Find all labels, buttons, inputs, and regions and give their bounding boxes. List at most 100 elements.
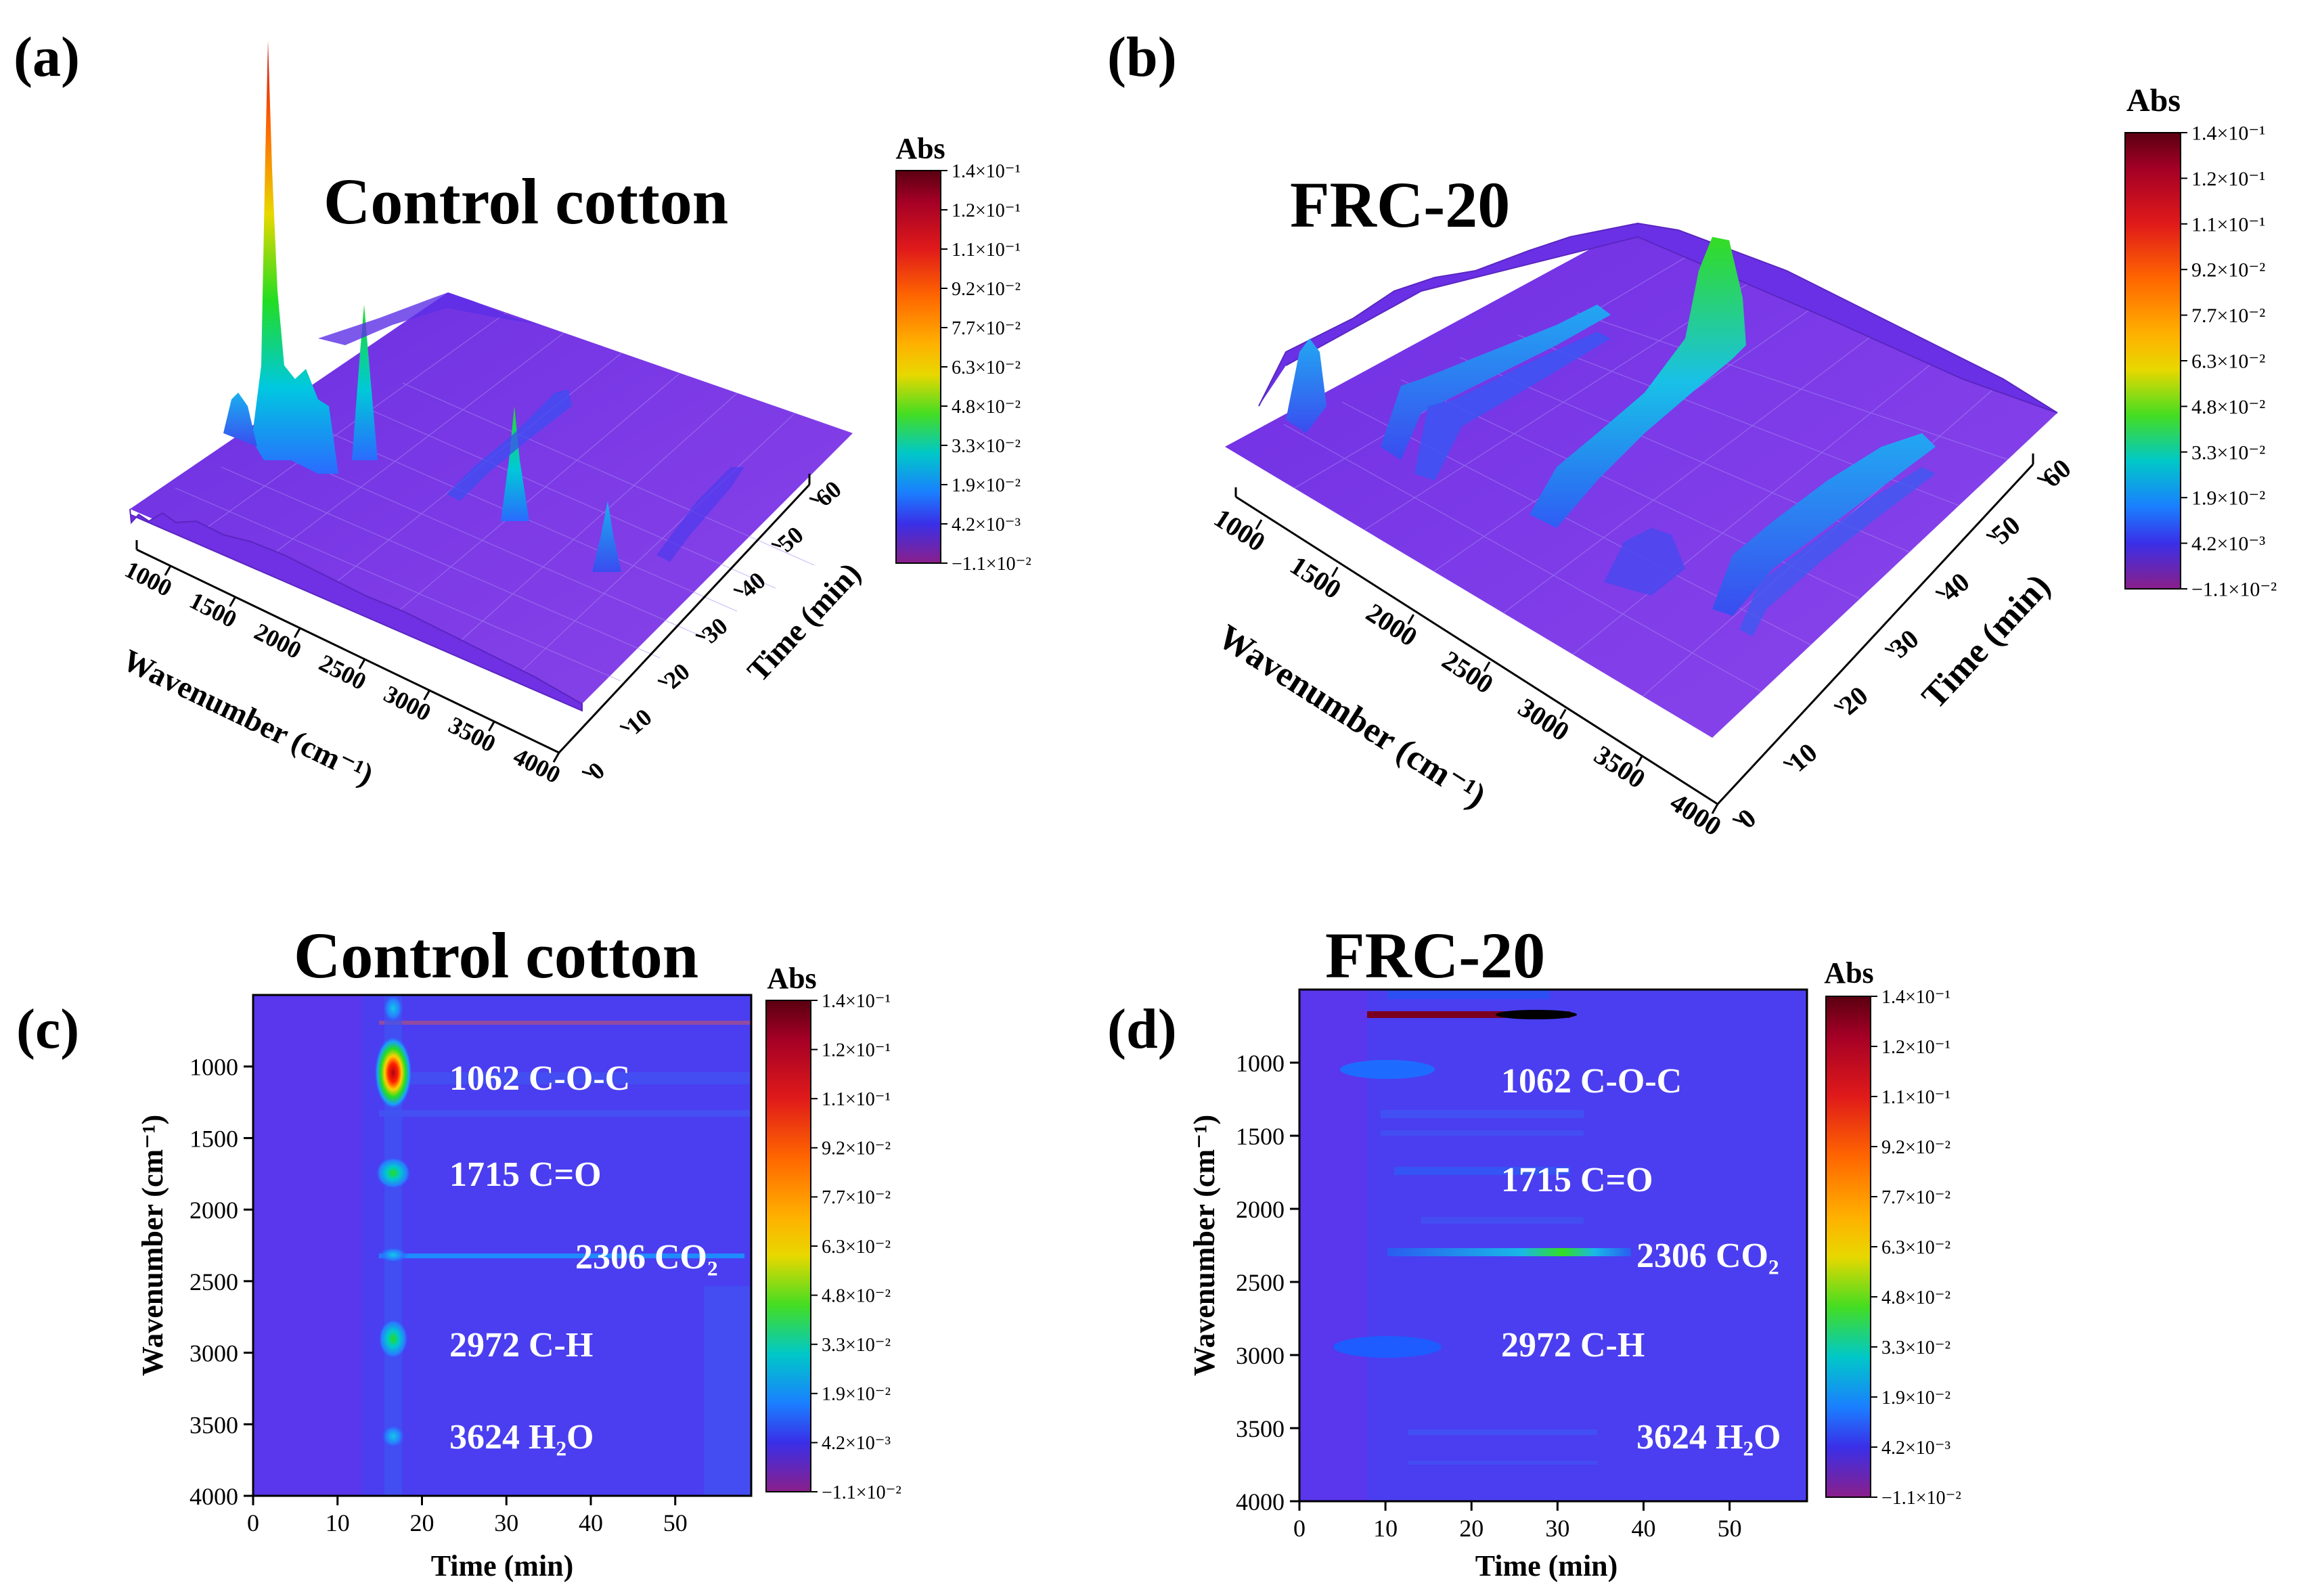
axis-b-time — [1716, 463, 2034, 805]
colorbar-tick-label: 9.2×10⁻² — [822, 1138, 891, 1159]
b-wavenumber-tick — [1711, 803, 1719, 814]
a-time-tick-label: 50 — [772, 521, 808, 558]
colorbar-tick-label: 1.9×10⁻² — [952, 475, 1021, 496]
heatmap-c-band-670 — [379, 1021, 751, 1025]
panel-title-d: FRC-20 — [1325, 919, 1545, 992]
b-wavenumber-tick-label: 1500 — [1285, 550, 1347, 604]
peak-a-ridge-3000 — [656, 467, 744, 562]
panel-title-c: Control cotton — [294, 919, 698, 992]
b-wavenumber-tick-label: 3000 — [1513, 692, 1575, 747]
a-time-tick — [771, 542, 782, 548]
ridge-b-3624b — [1739, 467, 1936, 636]
heatmap-d-band-1400 — [1381, 1110, 1584, 1118]
d-y-tick-label: 1500 — [1236, 1123, 1285, 1150]
ridge-b-1715b — [1414, 332, 1611, 481]
colorbar-tick-label: 7.7×10⁻² — [2191, 305, 2265, 327]
c-y-tick-label: 3000 — [189, 1340, 238, 1367]
a-time-tick — [581, 770, 592, 776]
c-y-tick-label: 2500 — [189, 1268, 238, 1295]
colorbar-tick-label: 1.2×10⁻¹ — [1881, 1037, 1950, 1058]
heatmap-c-bg-left — [253, 995, 361, 1496]
colorbar-a: Abs 1.4×10⁻¹ 1.2×10⁻¹ 1.1×10⁻¹ 9.2×10⁻² 7.7×1… — [895, 132, 1031, 575]
colorbar-tick-label: 9.2×10⁻² — [2191, 259, 2265, 282]
peak-a-back-edge — [318, 292, 541, 345]
b-time-tick-label: 60 — [2036, 453, 2077, 493]
c-annotation: 2972 C-H — [449, 1326, 593, 1365]
heatmap-c-frame — [252, 994, 753, 1497]
b-wavenumber-tick-label: 4000 — [1665, 786, 1727, 841]
heatmap-d-spot-670 — [1496, 1010, 1577, 1019]
d-x-tick-label: 20 — [1459, 1515, 1484, 1542]
a-wavenumber-tick — [488, 721, 495, 732]
b-wavenumber-tick — [1559, 709, 1567, 719]
heatmap-d-spot-2972 — [1333, 1336, 1442, 1358]
colorbar-tick-label: 1.9×10⁻² — [822, 1384, 891, 1405]
b-wavenumber-tick — [1255, 519, 1263, 530]
a-time-tick-label: 60 — [810, 475, 846, 512]
colorbar-ramp — [765, 1000, 811, 1492]
ridge-b-1062 — [1286, 338, 1326, 433]
heatmap-d-band-2100 — [1421, 1217, 1584, 1224]
heatmap-c-spot-1715 — [376, 1157, 411, 1189]
b-time-tick-label: 40 — [1935, 567, 1976, 607]
axis-a-wavenumber — [136, 548, 560, 754]
d-y-tick-label: 2000 — [1236, 1196, 1285, 1223]
a-wavenumber-tick — [294, 627, 301, 638]
panel-title-a: Control cotton — [324, 165, 728, 238]
c-y-tick-label: 1000 — [189, 1054, 238, 1081]
colorbar-tick-label: 1.1×10⁻¹ — [952, 240, 1021, 261]
colorbar-tick-label: 1.1×10⁻¹ — [822, 1089, 891, 1110]
a-wavenumber-tick — [423, 690, 430, 701]
surface-b — [1225, 223, 2057, 738]
heatmap-c-band-1400 — [379, 1110, 751, 1117]
colorbar-title: Abs — [2126, 83, 2181, 118]
colorbar-c: Abs 1.4×10⁻¹ 1.2×10⁻¹ 1.1×10⁻¹ 9.2×10⁻² 7.7×1… — [765, 962, 901, 1503]
d-y-tick-label: 4000 — [1236, 1488, 1285, 1515]
d-y-tick-label: 1000 — [1236, 1050, 1285, 1077]
colorbar-tick-label: 4.2×10⁻³ — [952, 514, 1021, 535]
heatmap-d-band-3624 — [1408, 1429, 1597, 1435]
heatmap-d-band-1500 — [1381, 1130, 1584, 1136]
a-wavenumber-tick-label: 1500 — [185, 587, 241, 633]
colorbar-tick-label: 1.2×10⁻¹ — [822, 1040, 891, 1061]
colorbar-ramp — [895, 170, 941, 564]
ridge-b-3624 — [1712, 433, 1936, 616]
c-annotation: 2306 CO₂ — [575, 1238, 718, 1277]
c-y-tick-label: 4000 — [189, 1483, 238, 1510]
heatmap-d-band-2306 — [1387, 1248, 1631, 1256]
d-x-tick-label: 10 — [1373, 1515, 1398, 1542]
d-annotation: 2972 C-H — [1501, 1326, 1645, 1365]
b-wavenumber-tick-label: 2000 — [1361, 597, 1423, 652]
b-wavenumber-tick — [1635, 756, 1643, 767]
panel-label-b: (b) — [1107, 26, 1177, 89]
heatmap-d-band-3750 — [1408, 1461, 1597, 1465]
c-y-tick-label: 3500 — [189, 1411, 238, 1438]
peak-a-2306-ridge — [447, 389, 572, 501]
b-wavenumber-tick — [1407, 614, 1414, 625]
a-wavenumber-tick — [358, 659, 366, 669]
d-x-tick-label: 50 — [1718, 1515, 1742, 1542]
colorbar-tick-label: −1.1×10⁻² — [2191, 579, 2277, 601]
axis-title-b-time: Time (min) — [1915, 567, 2057, 716]
d-annotation: 1062 C-O-C — [1501, 1062, 1682, 1101]
a-time-tick — [809, 497, 820, 502]
c-annotation: 1715 C=O — [449, 1155, 602, 1194]
d-annotation: 1715 C=O — [1501, 1161, 1653, 1199]
axis-title-c-wavenumber: Wavenumber (cm⁻¹) — [136, 1115, 169, 1376]
colorbar-tick-label: 4.2×10⁻³ — [2191, 533, 2265, 555]
panel-title-b: FRC-20 — [1290, 169, 1510, 241]
d-annotation: 3624 H₂O — [1636, 1418, 1781, 1457]
panel-label-c: (c) — [16, 998, 79, 1061]
colorbar-tick-label: −1.1×10⁻² — [952, 554, 1031, 575]
colorbar-tick-label: 1.9×10⁻² — [1881, 1388, 1950, 1409]
colorbar-tick-label: 6.3×10⁻² — [952, 357, 1021, 378]
axis-title-d-wavenumber: Wavenumber (cm⁻¹) — [1188, 1115, 1221, 1376]
c-x-tick-label: 20 — [409, 1509, 434, 1536]
d-x-tick-label: 30 — [1545, 1515, 1569, 1542]
a-time-tick — [733, 588, 744, 594]
axis-a-time — [558, 483, 811, 754]
colorbar-tick-label: 4.8×10⁻² — [952, 397, 1021, 418]
a-wavenumber-tick-label: 2500 — [315, 649, 370, 695]
b-time-tick — [1783, 761, 1793, 766]
